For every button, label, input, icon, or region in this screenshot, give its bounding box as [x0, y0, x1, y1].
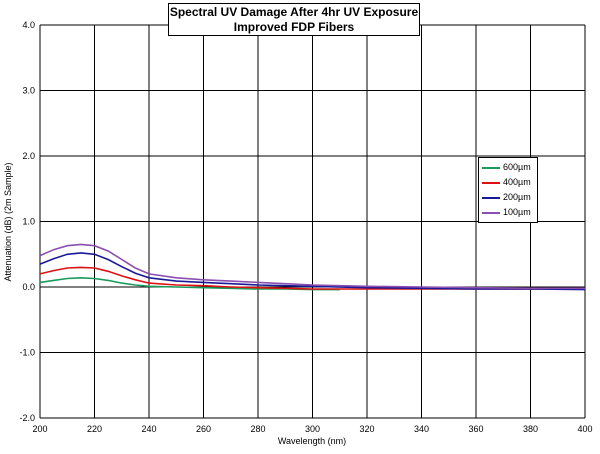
legend-item: 200µm	[482, 191, 538, 206]
y-tick-label: 2.0	[22, 151, 35, 161]
legend-label: 600µm	[503, 162, 531, 172]
x-axis-label: Wavelength (nm)	[278, 436, 346, 446]
x-tick-label: 300	[305, 424, 320, 434]
legend-label: 100µm	[503, 207, 531, 217]
legend-label: 400µm	[503, 177, 531, 187]
series-line-3	[39, 243, 585, 290]
y-tick-label: 1.0	[22, 217, 35, 227]
x-tick-label: 320	[359, 424, 374, 434]
x-tick-label: 340	[414, 424, 429, 434]
legend-swatch	[482, 167, 500, 169]
chart-title-line-2: Improved FDP Fibers	[233, 20, 355, 34]
y-axis-label: Attenuation (dB) (2m Sample)	[3, 162, 13, 281]
x-tick-label: 380	[523, 424, 538, 434]
grid-lines	[39, 24, 586, 419]
x-tick-label: 220	[87, 424, 102, 434]
y-tick-label: 4.0	[22, 20, 35, 30]
x-tick-label: 360	[468, 424, 483, 434]
x-tick-label: 400	[577, 424, 592, 434]
x-tick-label: 200	[32, 424, 47, 434]
chart-title-line-1: Spectral UV Damage After 4hr UV Exposure	[169, 5, 419, 19]
x-tick-label: 280	[250, 424, 265, 434]
x-tick-label: 240	[141, 424, 156, 434]
chart-title: Spectral UV Damage After 4hr UV Exposure…	[168, 3, 420, 36]
legend-swatch	[482, 182, 500, 184]
legend-item: 600µm	[482, 161, 538, 176]
series-line-0	[39, 276, 340, 291]
legend-label: 200µm	[503, 192, 531, 202]
legend-item: 100µm	[482, 206, 538, 221]
y-tick-label: -2.0	[19, 413, 35, 423]
legend-swatch	[482, 197, 500, 199]
legend-item: 400µm	[482, 176, 538, 191]
y-tick-label: 0.0	[22, 282, 35, 292]
series-lines	[39, 243, 586, 291]
y-tick-label: 3.0	[22, 86, 35, 96]
y-tick-labels: 4.0 3.0 2.0 1.0 0.0 -1.0 -2.0	[19, 20, 35, 423]
x-tick-label: 260	[196, 424, 211, 434]
y-tick-label: -1.0	[19, 348, 35, 358]
series-line-2	[39, 252, 586, 291]
x-tick-labels: 200 220 240 260 280 300 320 340 360 380 400	[32, 424, 592, 434]
legend-swatch	[482, 212, 500, 214]
legend: 600µm 400µm 200µm 100µm	[478, 157, 538, 223]
